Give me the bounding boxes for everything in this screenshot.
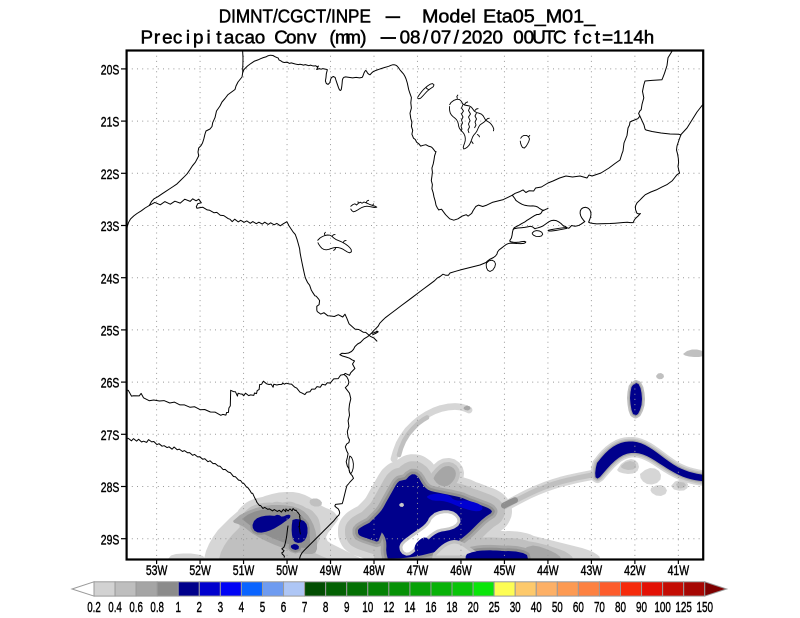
svg-text:100: 100 bbox=[654, 600, 671, 616]
svg-text:51W: 51W bbox=[233, 563, 255, 578]
svg-text:43W: 43W bbox=[581, 563, 603, 578]
svg-text:9: 9 bbox=[344, 600, 350, 616]
svg-text:47W: 47W bbox=[407, 563, 429, 578]
svg-text:21S: 21S bbox=[101, 115, 120, 130]
svg-text:28S: 28S bbox=[101, 480, 120, 495]
svg-text:150: 150 bbox=[696, 600, 713, 616]
svg-text:0.4: 0.4 bbox=[108, 600, 122, 616]
svg-text:00UTC: 00UTC bbox=[513, 26, 566, 47]
svg-text:14: 14 bbox=[404, 600, 415, 616]
svg-text:08/07/2020: 08/07/2020 bbox=[400, 26, 503, 47]
svg-text:0.6: 0.6 bbox=[129, 600, 143, 616]
svg-text:50: 50 bbox=[552, 600, 563, 616]
svg-text:Eta05_M01_: Eta05_M01_ bbox=[483, 6, 596, 28]
svg-text:25S: 25S bbox=[101, 324, 120, 339]
svg-text:6: 6 bbox=[281, 600, 287, 616]
svg-text:8: 8 bbox=[323, 600, 329, 616]
svg-text:25: 25 bbox=[489, 600, 500, 616]
svg-text:125: 125 bbox=[675, 600, 692, 616]
svg-text:3: 3 bbox=[218, 600, 224, 616]
svg-text:22S: 22S bbox=[101, 167, 120, 182]
svg-text:12: 12 bbox=[383, 600, 394, 616]
svg-text:41W: 41W bbox=[668, 563, 690, 578]
svg-text:44W: 44W bbox=[537, 563, 559, 578]
svg-text:46W: 46W bbox=[450, 563, 472, 578]
svg-text:49W: 49W bbox=[320, 563, 342, 578]
svg-text:26S: 26S bbox=[101, 376, 120, 391]
svg-text:40: 40 bbox=[531, 600, 542, 616]
svg-text:45W: 45W bbox=[494, 563, 516, 578]
svg-text:(mm): (mm) bbox=[329, 26, 366, 47]
svg-text:20: 20 bbox=[468, 600, 479, 616]
svg-text:24S: 24S bbox=[101, 271, 120, 286]
svg-text:1: 1 bbox=[175, 600, 181, 616]
svg-text:30: 30 bbox=[510, 600, 521, 616]
svg-text:50W: 50W bbox=[276, 563, 298, 578]
svg-text:29S: 29S bbox=[101, 532, 120, 547]
svg-text:4: 4 bbox=[239, 600, 245, 616]
svg-text:DIMNT/CGCT/INPE: DIMNT/CGCT/INPE bbox=[219, 6, 371, 27]
svg-text:60: 60 bbox=[573, 600, 584, 616]
svg-text:10: 10 bbox=[362, 600, 373, 616]
svg-text:0.8: 0.8 bbox=[150, 600, 164, 616]
svg-text:23S: 23S bbox=[101, 219, 120, 234]
svg-text:fct=114h: fct=114h bbox=[574, 26, 654, 47]
svg-text:7: 7 bbox=[302, 600, 308, 616]
svg-text:16: 16 bbox=[425, 600, 436, 616]
svg-text:5: 5 bbox=[260, 600, 266, 616]
svg-text:0.2: 0.2 bbox=[87, 600, 101, 616]
svg-text:42W: 42W bbox=[624, 563, 646, 578]
svg-text:48W: 48W bbox=[363, 563, 385, 578]
svg-text:90: 90 bbox=[636, 600, 647, 616]
svg-text:27S: 27S bbox=[101, 428, 120, 443]
svg-text:Conv: Conv bbox=[274, 26, 317, 47]
svg-text:80: 80 bbox=[615, 600, 626, 616]
svg-text:52W: 52W bbox=[189, 563, 211, 578]
svg-text:20S: 20S bbox=[101, 63, 120, 78]
svg-text:53W: 53W bbox=[146, 563, 168, 578]
svg-text:18: 18 bbox=[447, 600, 458, 616]
svg-text:70: 70 bbox=[594, 600, 605, 616]
svg-text:Model: Model bbox=[422, 6, 476, 27]
svg-text:Precipitacao: Precipitacao bbox=[141, 26, 266, 47]
svg-text:2: 2 bbox=[197, 600, 203, 616]
